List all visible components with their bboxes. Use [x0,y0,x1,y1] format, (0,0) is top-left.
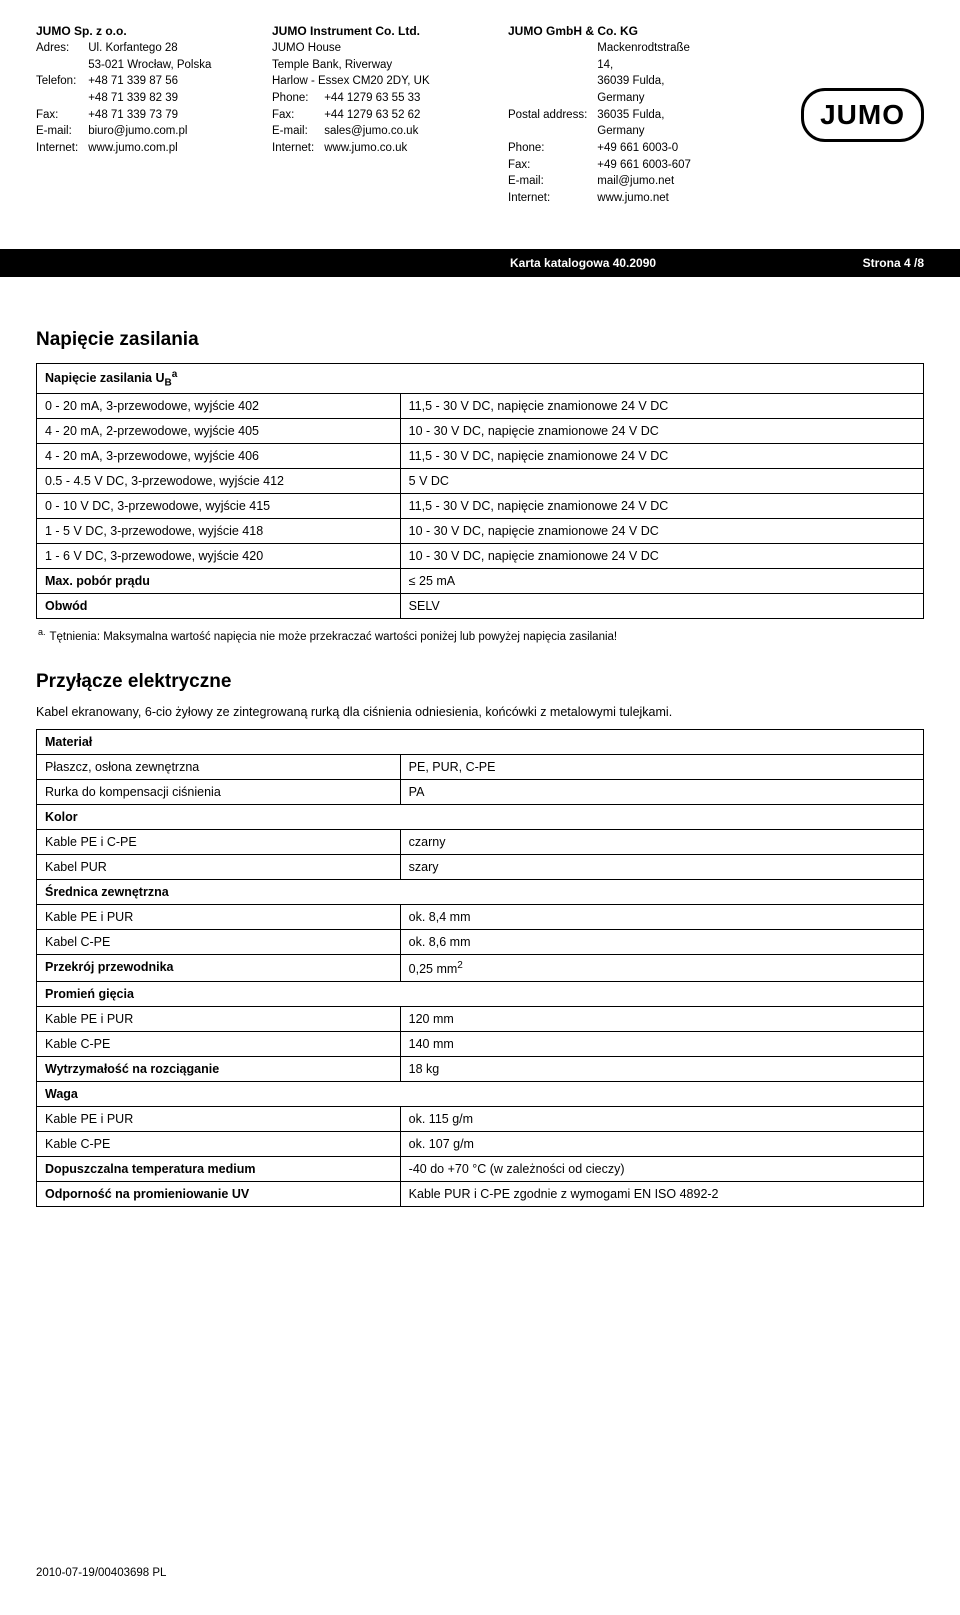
addr-value: +48 71 339 87 56 [88,73,232,90]
table-group-header: Waga [37,1082,924,1107]
addr-label: Internet: [36,140,78,157]
page-body: Napięcie zasilania Napięcie zasilania UB… [0,277,960,1615]
table-row: Kable PE i PUR120 mm [37,1007,924,1032]
addr-value: +48 71 339 73 79 [88,107,232,124]
addr-label: E-mail: [272,123,314,140]
table-row: Rurka do kompensacji ciśnieniaPA [37,780,924,805]
section-intro: Kabel ekranowany, 6-cio żyłowy ze zinteg… [36,705,924,719]
table-row: 4 - 20 mA, 3-przewodowe, wyjście 40611,5… [37,444,924,469]
footnote: a.Tętnienia: Maksymalna wartość napięcia… [38,627,924,643]
addr-value: Ul. Korfantego 28 [88,40,232,57]
table-group-header: Średnica zewnętrzna [37,880,924,905]
addr-label [36,90,78,107]
table-row: Kable C-PE140 mm [37,1032,924,1057]
page: JUMO Sp. z o.o. Adres: Ul. Korfantego 285… [0,0,960,249]
table-group-header: Materiał [37,730,924,755]
addr-label [508,40,587,73]
table-row: Przekrój przewodnika0,25 mm2 [37,955,924,982]
addr-value: 36039 Fulda, Germany [597,73,704,106]
addr-label: Adres: [36,40,78,57]
company-col-2: JUMO Instrument Co. Ltd. JUMO HouseTempl… [272,24,468,207]
datasheet-number: Karta katalogowa 40.2090 [510,256,656,270]
address-grid: Adres: Ul. Korfantego 2853-021 Wrocław, P… [36,40,232,157]
table-row: Kable PE i PURok. 115 g/m [37,1107,924,1132]
table-header: Napięcie zasilania UBa [37,363,924,394]
addr-value: 53-021 Wrocław, Polska [88,57,232,74]
company-col-1: JUMO Sp. z o.o. Adres: Ul. Korfantego 285… [36,24,232,207]
logo-column: JUMO [744,24,924,207]
addr-label: E-mail: [36,123,78,140]
table-row: Kabel C-PEok. 8,6 mm [37,930,924,955]
cable-properties-table: MateriałPłaszcz, osłona zewnętrznaPE, PU… [36,729,924,1207]
addr-value: www.jumo.com.pl [88,140,232,157]
addr-label: Fax: [508,157,587,174]
table-row: Kabel PURszary [37,855,924,880]
table-group-header: Kolor [37,805,924,830]
company-name: JUMO GmbH & Co. KG [508,24,704,38]
table-row: Odporność na promieniowanie UVKable PUR … [37,1182,924,1207]
address-grid: Phone: +44 1279 63 55 33 Fax: +44 1279 63 5… [272,90,468,157]
addr-label: E-mail: [508,173,587,190]
footer-docid: 2010-07-19/00403698 PL [36,1567,924,1579]
addr-value: +48 71 339 82 39 [88,90,232,107]
addr-label [508,73,587,106]
addr-label: Postal address: [508,107,587,140]
page-number: Strona 4 /8 [863,256,924,270]
addr-value: biuro@jumo.com.pl [88,123,232,140]
table-row: Kable PE i C-PEczarny [37,830,924,855]
table-row: Wytrzymałość na rozciąganie18 kg [37,1057,924,1082]
addr-label: Fax: [36,107,78,124]
addr-label: Phone: [272,90,314,107]
addr-value: www.jumo.net [597,190,704,207]
table-row: 1 - 6 V DC, 3-przewodowe, wyjście 42010 … [37,544,924,569]
company-name: JUMO Instrument Co. Ltd. [272,24,468,38]
addr-value: +44 1279 63 55 33 [324,90,468,107]
address-grid: Mackenrodtstraße 14,36039 Fulda, Germany… [508,40,704,207]
table-row: 0 - 10 V DC, 3-przewodowe, wyjście 41511… [37,494,924,519]
addr-label: Internet: [508,190,587,207]
addr-value: +49 661 6003-607 [597,157,704,174]
jumo-logo: JUMO [801,88,924,142]
addr-value: Mackenrodtstraße 14, [597,40,704,73]
table-row: Max. pobór prądu≤ 25 mA [37,569,924,594]
addr-label [36,57,78,74]
addr-label: Internet: [272,140,314,157]
addr-value: sales@jumo.co.uk [324,123,468,140]
black-bar: Karta katalogowa 40.2090 Strona 4 /8 [0,249,960,277]
addr-value: +49 661 6003-0 [597,140,704,157]
address-plain: JUMO HouseTemple Bank, RiverwayHarlow - … [272,40,468,90]
company-name: JUMO Sp. z o.o. [36,24,232,38]
addr-label: Phone: [508,140,587,157]
supply-voltage-table: Napięcie zasilania UBa 0 - 20 mA, 3-prze… [36,363,924,620]
table-row: Płaszcz, osłona zewnętrznaPE, PUR, C-PE [37,755,924,780]
table-row: 4 - 20 mA, 2-przewodowe, wyjście 40510 -… [37,419,924,444]
company-col-3: JUMO GmbH & Co. KG Mackenrodtstraße 14,3… [508,24,704,207]
table-group-header: Promień gięcia [37,982,924,1007]
addr-label: Telefon: [36,73,78,90]
section-title-connection: Przyłącze elektryczne [36,671,924,693]
table-row: Kable C-PEok. 107 g/m [37,1132,924,1157]
table-row: Kable PE i PURok. 8,4 mm [37,905,924,930]
table-row: 0.5 - 4.5 V DC, 3-przewodowe, wyjście 41… [37,469,924,494]
addr-value: 36035 Fulda, Germany [597,107,704,140]
section-title-supply: Napięcie zasilania [36,329,924,351]
addr-label: Fax: [272,107,314,124]
header: JUMO Sp. z o.o. Adres: Ul. Korfantego 285… [36,24,924,207]
table-row: 0 - 20 mA, 3-przewodowe, wyjście 40211,5… [37,394,924,419]
addr-value: +44 1279 63 52 62 [324,107,468,124]
table-row: ObwódSELV [37,594,924,619]
table-row: 1 - 5 V DC, 3-przewodowe, wyjście 41810 … [37,519,924,544]
addr-value: mail@jumo.net [597,173,704,190]
table-row: Dopuszczalna temperatura medium-40 do +7… [37,1157,924,1182]
addr-value: www.jumo.co.uk [324,140,468,157]
